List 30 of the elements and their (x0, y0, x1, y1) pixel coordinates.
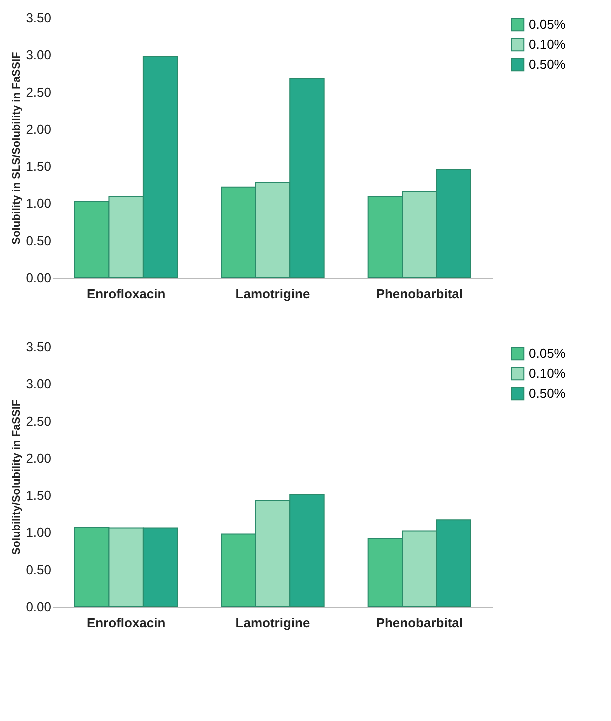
y-tick-label: 1.50 (26, 159, 52, 174)
x-tick-label: Phenobarbital (376, 286, 464, 302)
x-tick-label: Enrofloxacin (86, 616, 166, 630)
y-tick-label: 0.00 (26, 270, 52, 286)
y-tick-label: 2.50 (26, 84, 52, 100)
legend-label: 0.10% (529, 366, 566, 381)
y-tick-label: 0.00 (26, 600, 52, 614)
x-tick-label: Lamotrigine (236, 616, 310, 630)
y-axis-title: Solubility/Solubility in FaSSIF (11, 400, 24, 556)
legend-label: 0.10% (529, 37, 566, 52)
legend-label: 0.50% (529, 57, 566, 72)
y-tick-label: 2.00 (26, 450, 52, 466)
legend-label: 0.05% (529, 346, 566, 361)
y-tick-label: 2.50 (26, 414, 52, 429)
legend-label: 0.05% (529, 17, 566, 32)
x-tick-label: Enrofloxacin (86, 286, 166, 302)
y-tick-label: 1.00 (26, 525, 52, 540)
y-tick-label: 0.50 (26, 233, 52, 248)
y-tick-label: 3.50 (26, 340, 52, 354)
legend-label: 0.50% (529, 386, 566, 401)
y-tick-label: 3.00 (26, 376, 52, 392)
y-axis-title: Solubility in SLS/Solubility in FaSSIF (11, 52, 24, 245)
y-tick-label: 3.50 (26, 10, 52, 26)
x-tick-label: Phenobarbital (376, 616, 464, 630)
y-tick-label: 2.00 (26, 122, 52, 137)
y-tick-label: 1.50 (26, 488, 52, 504)
x-tick-label: Lamotrigine (236, 286, 310, 302)
y-tick-label: 1.00 (26, 196, 52, 212)
y-tick-label: 0.50 (26, 562, 52, 578)
y-tick-label: 3.00 (26, 48, 52, 63)
